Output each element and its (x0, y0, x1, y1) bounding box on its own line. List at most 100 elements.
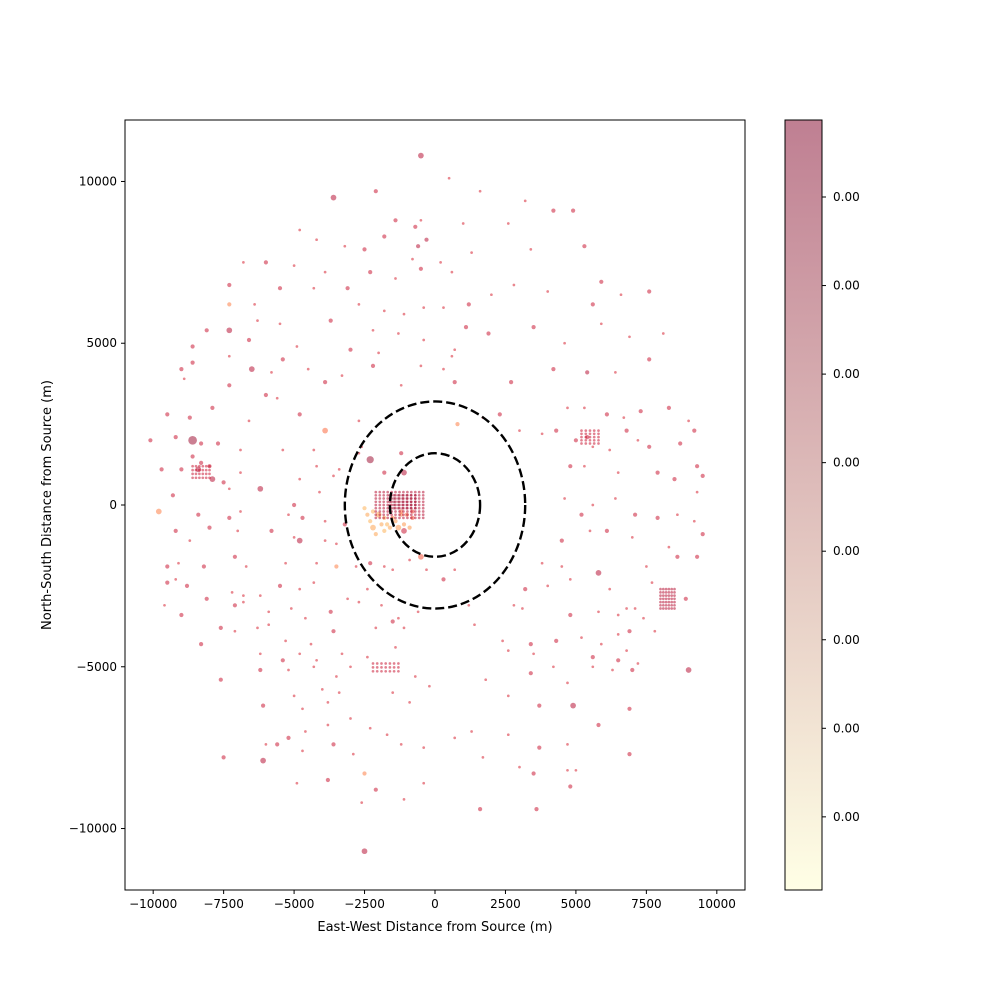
scatter-point (399, 451, 404, 456)
scatter-point (608, 587, 612, 591)
scatter-point (357, 419, 361, 423)
scatter-point (664, 591, 668, 594)
scatter-point (184, 583, 190, 589)
scatter-point (630, 536, 634, 539)
scatter-point (322, 427, 328, 434)
scatter-point (275, 742, 280, 747)
scatter-point (424, 237, 429, 242)
scatter-point (413, 510, 417, 513)
scatter-point (588, 529, 592, 533)
scatter-point (676, 513, 679, 517)
scatter-point (478, 807, 483, 812)
scatter-point (284, 561, 287, 565)
scatter-point (659, 587, 662, 591)
x-tick-label: −7500 (203, 897, 244, 911)
colorbar-tick-label: 0.00 (833, 456, 860, 470)
scatter-point (148, 438, 153, 443)
scatter-point (386, 493, 390, 497)
scatter-point (382, 493, 386, 497)
scatter-point (375, 669, 379, 673)
y-axis-ticks: −10000 −5000 0 5000 10000 (69, 174, 125, 836)
scatter-point (673, 587, 676, 591)
scatter-point (351, 752, 355, 756)
scatter-point (670, 594, 674, 597)
scatter-point (227, 302, 232, 307)
colorbar-ticks: 0.00 0.00 0.00 0.00 0.00 0.00 0.00 0.00 (822, 190, 860, 824)
scatter-point (673, 597, 676, 601)
scatter-point (349, 717, 352, 720)
scatter-point (579, 512, 584, 517)
scatter-point (331, 629, 336, 634)
scatter-point (405, 506, 409, 510)
scatter-point (661, 594, 665, 597)
scatter-point (413, 513, 417, 517)
scatter-point (318, 490, 321, 494)
scatter-point (417, 490, 421, 494)
scatter-point (239, 448, 242, 452)
scatter-point (298, 228, 302, 232)
scatter-point (198, 464, 201, 468)
y-tick-label: −10000 (69, 822, 117, 836)
x-tick-label: 2500 (490, 897, 521, 911)
scatter-point (583, 406, 586, 410)
scatter-point (413, 503, 417, 507)
scatter-point (585, 370, 590, 375)
scatter-point (683, 596, 688, 601)
scatter-point (323, 380, 328, 385)
scatter-point (345, 286, 350, 291)
scatter-point (447, 176, 451, 180)
scatter-point (418, 553, 424, 560)
scatter-point (624, 428, 629, 433)
scatter-point (315, 561, 318, 565)
scatter-point (365, 512, 370, 517)
scatter-point (611, 668, 614, 672)
scatter-point (340, 374, 344, 377)
scatter-point (695, 490, 699, 494)
scatter-point (394, 277, 397, 280)
scatter-point (673, 594, 676, 597)
scatter-point (173, 528, 178, 534)
scatter-point (374, 626, 378, 630)
scatter-point (382, 513, 386, 517)
scatter-point (263, 260, 268, 265)
scatter-point (190, 344, 195, 349)
scatter-point (194, 464, 198, 468)
scatter-point (177, 561, 180, 565)
scatter-point (397, 500, 400, 504)
scatter-point (418, 266, 423, 271)
scatter-point (393, 218, 398, 223)
scatter-point (275, 396, 279, 400)
scatter-point (334, 564, 339, 569)
scatter-point (392, 666, 396, 669)
scatter-point (374, 513, 378, 517)
contour-rings (343, 400, 527, 610)
scatter-point (198, 472, 201, 476)
scatter-point (461, 222, 465, 225)
scatter-point (386, 490, 390, 494)
scatter-point (247, 419, 251, 423)
scatter-point (625, 649, 628, 652)
scatter-point (377, 351, 380, 355)
scatter-point (368, 270, 373, 275)
scatter-point (320, 688, 324, 691)
scatter-point (453, 736, 457, 740)
scatter-point (370, 524, 376, 531)
scatter-point (267, 610, 271, 614)
scatter-point (627, 706, 632, 711)
scatter-point (401, 528, 407, 534)
scatter-point (326, 723, 330, 727)
scatter-point (661, 607, 665, 610)
scatter-point (385, 733, 389, 737)
scatter-point (537, 745, 542, 750)
scatter-point (385, 522, 390, 527)
scatter-point (672, 477, 677, 482)
scatter-point (655, 470, 660, 475)
scatter-point (191, 472, 194, 476)
scatter-point (242, 600, 245, 604)
scatter-point (382, 528, 387, 534)
scatter-point (568, 578, 572, 581)
colorbar-gradient (785, 120, 822, 890)
scatter-point (287, 513, 290, 517)
scatter-point (304, 616, 307, 620)
